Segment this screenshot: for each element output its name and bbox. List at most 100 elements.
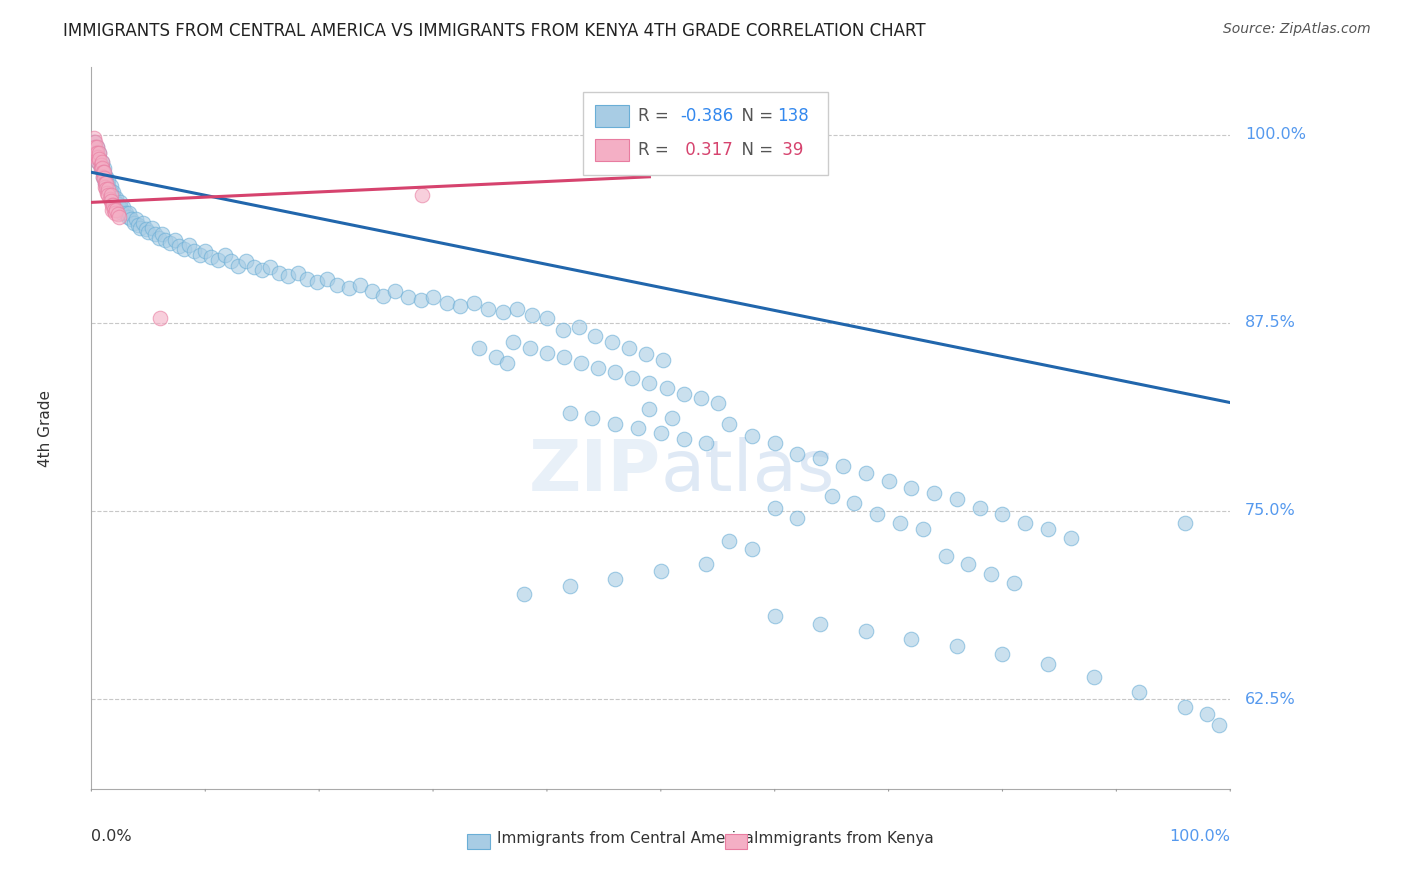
Point <box>558 406 581 420</box>
Text: 0.317: 0.317 <box>681 141 733 159</box>
Point <box>900 481 922 495</box>
Text: 0.0%: 0.0% <box>91 830 132 844</box>
Point <box>467 342 489 356</box>
Point <box>718 417 741 431</box>
Point <box>214 248 236 262</box>
Point <box>946 491 969 506</box>
Point <box>90 161 112 175</box>
Point <box>969 500 991 515</box>
Point <box>93 167 115 181</box>
Point <box>94 176 117 190</box>
Point <box>83 143 105 157</box>
Point <box>125 211 148 226</box>
Point <box>101 185 124 199</box>
Point <box>207 252 229 267</box>
Point <box>87 150 110 164</box>
Text: 100.0%: 100.0% <box>1246 128 1306 142</box>
Point <box>84 145 107 160</box>
Point <box>295 272 318 286</box>
Point <box>87 150 110 164</box>
Point <box>98 192 121 206</box>
Point <box>86 139 108 153</box>
Text: R =: R = <box>638 107 673 125</box>
Point <box>326 278 349 293</box>
Point <box>411 187 433 202</box>
Point <box>1174 699 1197 714</box>
Point <box>93 161 115 175</box>
Point <box>89 145 111 160</box>
Point <box>718 534 741 549</box>
Point <box>638 376 661 390</box>
Point <box>605 366 627 380</box>
Point <box>194 244 217 258</box>
Point <box>259 260 281 274</box>
Point <box>1036 522 1059 536</box>
Point <box>519 342 541 356</box>
Point <box>786 511 808 525</box>
Point <box>741 428 763 442</box>
Point <box>90 154 112 169</box>
Point <box>135 222 157 236</box>
Point <box>889 516 911 530</box>
Point <box>83 135 105 149</box>
Point <box>149 311 172 326</box>
Point <box>91 169 114 184</box>
Point <box>179 237 201 252</box>
Point <box>91 165 114 179</box>
Point <box>808 616 831 631</box>
Point <box>107 200 129 214</box>
Point <box>277 269 299 284</box>
Text: Immigrants from Kenya: Immigrants from Kenya <box>754 831 934 846</box>
Point <box>513 587 536 601</box>
Point <box>1060 531 1083 545</box>
Point <box>98 183 121 197</box>
Point <box>111 206 134 220</box>
Point <box>83 139 105 153</box>
Text: 75.0%: 75.0% <box>1246 503 1296 518</box>
Point <box>96 186 118 201</box>
Point <box>980 567 1002 582</box>
Point <box>122 217 145 231</box>
Point <box>568 320 591 334</box>
Point <box>491 305 513 319</box>
Point <box>1083 669 1105 683</box>
Point <box>496 356 519 370</box>
Point <box>422 290 444 304</box>
Point <box>536 311 558 326</box>
Point <box>100 187 122 202</box>
Point <box>855 624 877 639</box>
Point <box>1014 516 1036 530</box>
Point <box>652 353 675 368</box>
Point <box>200 250 222 264</box>
Point <box>991 647 1014 661</box>
Point <box>101 202 124 217</box>
Point <box>617 342 640 356</box>
Point <box>506 302 529 317</box>
Point <box>100 185 122 199</box>
Point <box>96 176 118 190</box>
Point <box>150 227 173 241</box>
Point <box>832 458 855 473</box>
Text: 87.5%: 87.5% <box>1246 315 1296 330</box>
Point <box>96 176 118 190</box>
Point <box>1208 717 1230 731</box>
Point <box>84 150 107 164</box>
Point <box>707 395 730 409</box>
Point <box>449 299 471 313</box>
Point <box>105 202 128 217</box>
Point <box>107 211 129 225</box>
Point <box>89 152 111 166</box>
Point <box>110 202 132 216</box>
Point <box>155 233 177 247</box>
Text: 62.5%: 62.5% <box>1246 691 1296 706</box>
Point <box>105 191 128 205</box>
Point <box>101 191 124 205</box>
Point <box>586 360 609 375</box>
Text: N =: N = <box>731 107 779 125</box>
Point <box>103 202 125 217</box>
Point <box>621 371 644 385</box>
Point <box>86 145 108 160</box>
Point <box>900 632 922 646</box>
Point <box>463 296 485 310</box>
Point <box>226 259 249 273</box>
